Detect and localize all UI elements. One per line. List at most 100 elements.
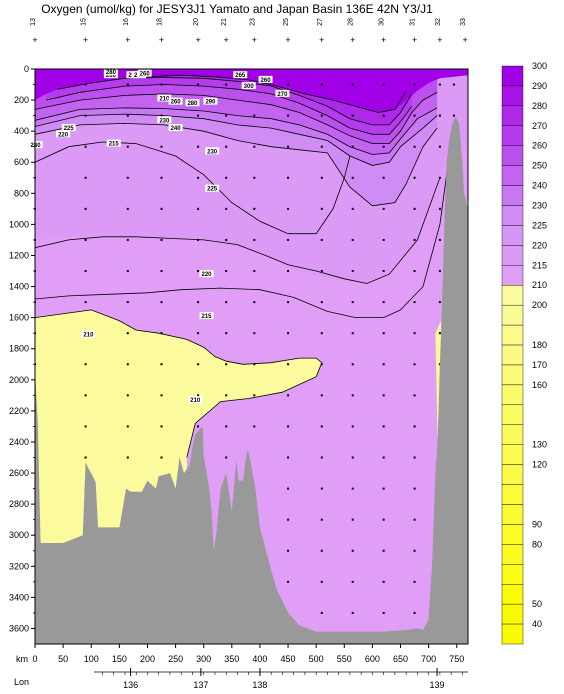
station-sample xyxy=(382,394,385,397)
station-sample xyxy=(351,487,354,490)
station-sample xyxy=(382,425,385,428)
station-sample xyxy=(351,332,354,335)
contour-label-bg xyxy=(205,147,220,155)
x-axis-label: km xyxy=(16,654,28,664)
contour-label: 270 xyxy=(277,92,288,98)
station-sample xyxy=(160,270,163,273)
legend-label: 80 xyxy=(532,539,542,549)
contour-label: 220 xyxy=(202,272,213,278)
x-tick-label: 600 xyxy=(365,654,380,664)
station-sample xyxy=(382,207,385,210)
station-sample xyxy=(438,176,441,179)
surface-band xyxy=(35,69,468,113)
y-tick-label: 3600 xyxy=(9,623,29,633)
station-sample xyxy=(438,114,441,117)
station-label: 31 xyxy=(410,18,417,26)
legend-label: 220 xyxy=(532,240,547,250)
contour-label-bg xyxy=(28,141,43,149)
contour-label: 280 xyxy=(31,143,42,149)
station-sample xyxy=(320,363,323,366)
station-sample xyxy=(126,83,129,86)
station-sample xyxy=(413,301,416,304)
station-sample xyxy=(160,301,163,304)
x-tick-label: 0 xyxy=(32,654,37,664)
station-sample xyxy=(351,83,354,86)
y-tick-label: 600 xyxy=(14,157,29,167)
station-label: 16 xyxy=(123,18,130,26)
contour-label: 215 xyxy=(202,314,213,320)
lon-tick-label: 138 xyxy=(252,680,267,690)
contour-label: 225 xyxy=(64,126,75,132)
legend-cell xyxy=(501,623,524,645)
station-sample xyxy=(351,580,354,583)
legend-label: 215 xyxy=(532,260,547,270)
station-sample xyxy=(413,207,416,210)
station-sample xyxy=(382,363,385,366)
station-label: 32 xyxy=(435,18,442,26)
station-sample xyxy=(351,549,354,552)
station-sample xyxy=(253,394,256,397)
station-plus: + xyxy=(83,35,88,45)
legend-label: 210 xyxy=(532,280,547,290)
station-sample xyxy=(320,301,323,304)
station-sample xyxy=(126,207,129,210)
contour-label-bg xyxy=(137,69,152,77)
station-sample xyxy=(160,394,163,397)
station-sample xyxy=(225,207,228,210)
station-sample xyxy=(287,394,290,397)
station-sample xyxy=(413,518,416,521)
station-sample xyxy=(225,270,228,273)
station-sample xyxy=(413,611,416,614)
legend-cell xyxy=(501,245,524,266)
legend-cell xyxy=(501,603,524,625)
station-sample xyxy=(351,456,354,459)
y-tick-label: 200 xyxy=(14,95,29,105)
station-sample xyxy=(126,301,129,304)
station-sample xyxy=(160,456,163,459)
station-sample xyxy=(225,456,228,459)
x-tick-label: 500 xyxy=(309,654,324,664)
station-sample xyxy=(197,83,200,86)
station-sample xyxy=(197,207,200,210)
contour-220 xyxy=(35,177,441,284)
station-sample xyxy=(287,145,290,148)
y-tick-label: 2600 xyxy=(9,468,29,478)
station-sample xyxy=(84,425,87,428)
x-tick-label: 700 xyxy=(421,654,436,664)
station-sample xyxy=(225,176,228,179)
legend-cell xyxy=(501,205,524,226)
station-sample xyxy=(225,332,228,335)
legend-cell xyxy=(501,185,524,206)
x-tick-label: 550 xyxy=(337,654,352,664)
contour-label: 215 xyxy=(109,142,120,148)
station-sample xyxy=(351,363,354,366)
station-header: 13 +15 +16 +18 +20 +21 +23 +25 +27 +28 +30 +31 +32 +3… xyxy=(30,18,468,45)
legend-label: 50 xyxy=(532,599,542,609)
legend-cell xyxy=(501,324,524,346)
station-sample xyxy=(413,176,416,179)
legend-cell xyxy=(501,504,524,525)
y-tick-label: 2800 xyxy=(9,499,29,509)
legend-label: 120 xyxy=(532,460,547,470)
y-tick-label: 1400 xyxy=(9,282,29,292)
contour-label-bg xyxy=(168,97,183,105)
y-tick-label: 2200 xyxy=(9,406,29,416)
contour-240 xyxy=(35,113,438,166)
station-sample xyxy=(253,176,256,179)
chart-title: Oxygen (umol/kg) for JESY3J1 Yamato and … xyxy=(41,2,433,16)
station-sample xyxy=(253,238,256,241)
station-sample xyxy=(160,238,163,241)
station-sample xyxy=(413,114,416,117)
station-sample xyxy=(438,238,441,241)
contour-label-bg xyxy=(188,396,203,404)
x-tick-label: 400 xyxy=(252,654,267,664)
station-plus: + xyxy=(381,35,386,45)
station-sample xyxy=(382,176,385,179)
contour-label-bg xyxy=(241,82,256,90)
legend-cell xyxy=(501,344,524,366)
station-sample xyxy=(382,518,385,521)
station-sample xyxy=(84,114,87,117)
station-sample xyxy=(382,580,385,583)
lon-tick-label: 137 xyxy=(193,680,208,690)
station-sample xyxy=(382,238,385,241)
